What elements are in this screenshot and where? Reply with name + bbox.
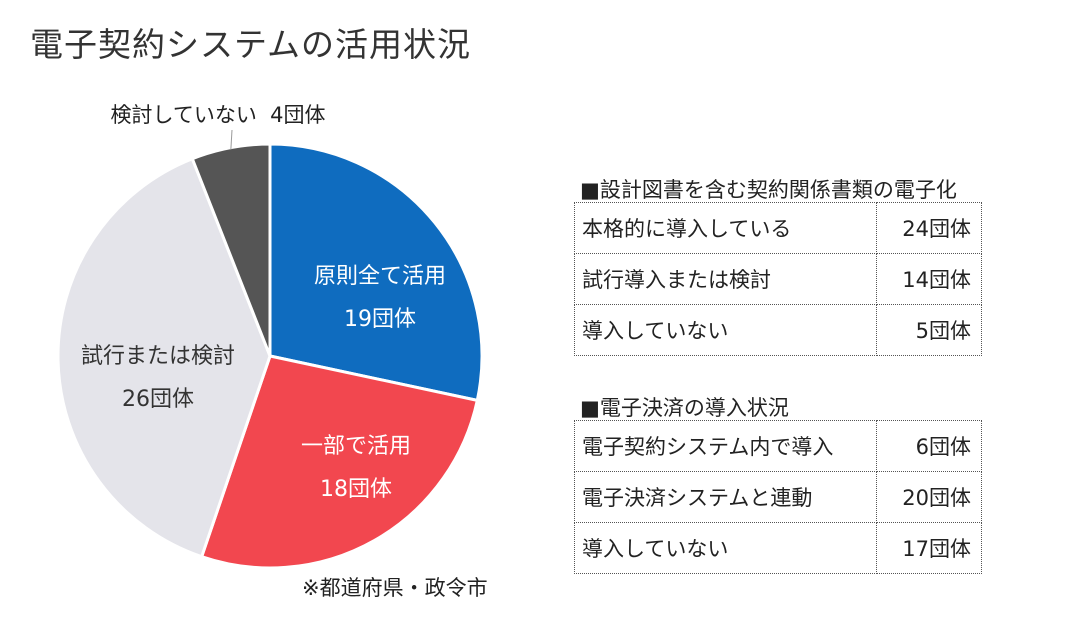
slice-label: 検討していない 4団体 — [110, 103, 325, 127]
table-row: 電子契約システム内で導入 6団体 — [574, 420, 982, 472]
table1: 本格的に導入している 24団体 試行導入または検討 14団体 導入していない 5… — [574, 202, 982, 356]
table2: 電子契約システム内で導入 6団体 電子決済システムと連動 20団体 導入していな… — [574, 420, 982, 574]
pie-slice-partial-use — [199, 354, 480, 570]
table-cell-label: 電子契約システム内で導入 — [574, 420, 877, 472]
pie-slice-trial-or-consider — [56, 156, 272, 559]
table-row: 導入していない 17団体 — [574, 522, 982, 574]
table2-title: ■電子決済の導入状況 — [580, 396, 789, 420]
footnote: ※都道府県・政令市 — [302, 576, 488, 600]
table-cell-value: 5団体 — [876, 304, 982, 356]
table-cell-value: 20団体 — [876, 471, 982, 523]
table-cell-value: 6団体 — [876, 420, 982, 472]
table-row: 試行導入または検討 14団体 — [574, 253, 982, 305]
leader-line — [230, 129, 233, 150]
table-row: 本格的に導入している 24団体 — [574, 202, 982, 254]
table1-title: ■設計図書を含む契約関係書類の電子化 — [580, 178, 957, 202]
slice-label: 試行または検討 — [81, 344, 235, 369]
table-cell-label: 電子決済システムと連動 — [574, 471, 877, 523]
page-title: 電子契約システムの活用状況 — [30, 25, 472, 64]
table-cell-label: 導入していない — [574, 522, 877, 574]
table-row: 電子決済システムと連動 20団体 — [574, 471, 982, 523]
slice-value-label: 26団体 — [122, 387, 194, 412]
slice-value-label: 18団体 — [320, 477, 392, 502]
pie-slice-full-use — [268, 142, 484, 403]
table-cell-value: 24団体 — [876, 202, 982, 254]
slice-label: 原則全て活用 — [314, 264, 446, 289]
table-cell-label: 試行導入または検討 — [574, 253, 877, 305]
table-cell-label: 導入していない — [574, 304, 877, 356]
slice-label: 一部で活用 — [301, 434, 411, 459]
table-row: 導入していない 5団体 — [574, 304, 982, 356]
slice-value-label: 19団体 — [344, 307, 416, 332]
table-cell-value: 17団体 — [876, 522, 982, 574]
table-cell-label: 本格的に導入している — [574, 202, 877, 254]
table-cell-value: 14団体 — [876, 253, 982, 305]
